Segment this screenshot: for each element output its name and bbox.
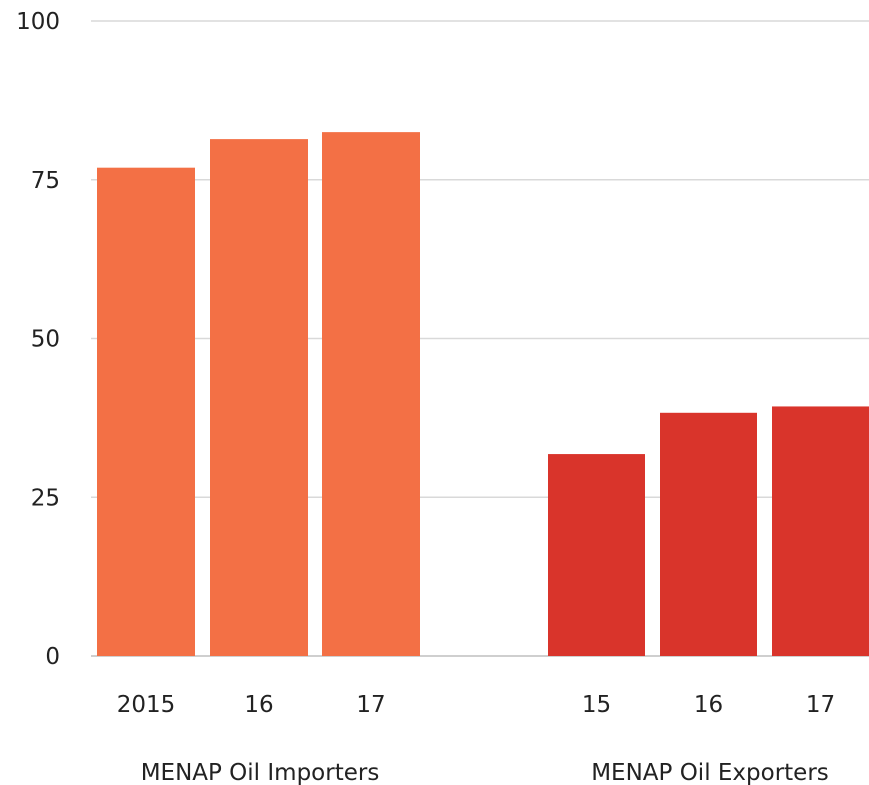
x-tick-label: 15	[582, 692, 611, 718]
y-tick-label: 25	[31, 485, 60, 511]
bar-importers-16	[210, 139, 308, 657]
x-tick-label: 16	[244, 692, 273, 718]
x-axis-ticks: 2015 16 17 15 16 17	[117, 692, 835, 718]
bar-importers-17	[322, 132, 420, 656]
group-label-exporters: MENAP Oil Exporters	[591, 760, 829, 785]
x-tick-label: 16	[694, 692, 723, 718]
bar-importers-2015	[97, 167, 195, 656]
bar-exporters-17	[772, 406, 869, 656]
bars	[97, 132, 869, 657]
y-tick-label: 100	[16, 9, 60, 35]
x-tick-label: 17	[806, 692, 835, 718]
bar-exporters-16	[660, 412, 757, 656]
y-tick-label: 0	[45, 644, 60, 670]
y-axis-ticks: 0 25 50 75 100	[16, 9, 60, 670]
group-label-importers: MENAP Oil Importers	[141, 760, 380, 785]
group-labels: MENAP Oil Importers MENAP Oil Exporters	[141, 760, 829, 785]
x-tick-label: 17	[356, 692, 385, 718]
x-tick-label: 2015	[117, 692, 176, 718]
bar-exporters-15	[548, 454, 645, 656]
y-tick-label: 50	[31, 327, 60, 353]
y-tick-label: 75	[31, 168, 60, 194]
